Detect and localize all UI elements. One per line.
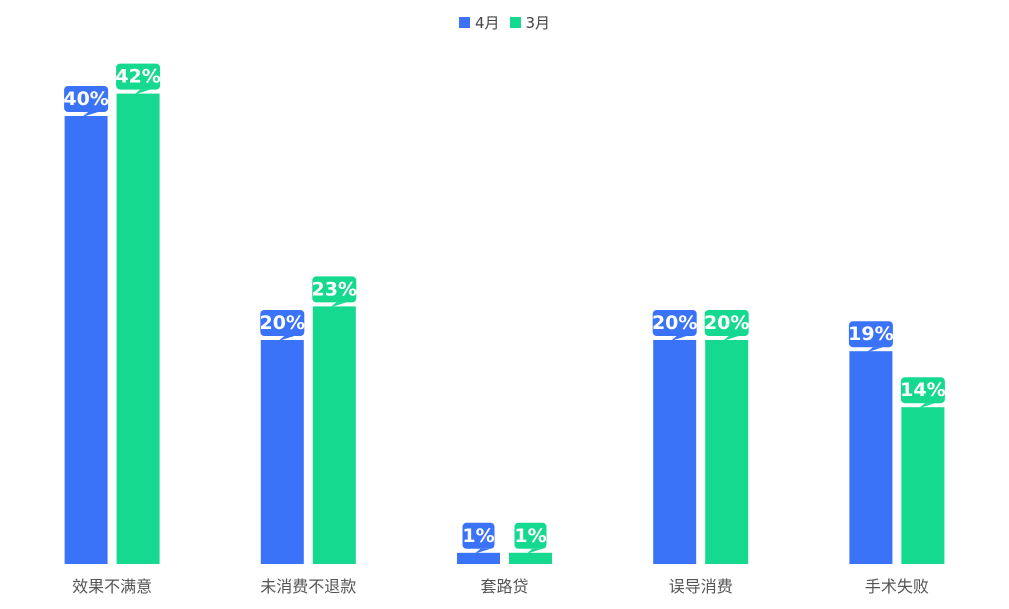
- bar-april-3[interactable]: [653, 340, 697, 564]
- bar-march-2[interactable]: [509, 552, 552, 564]
- data-label-april-1: 20%: [260, 310, 305, 341]
- svg-text:1%: 1%: [514, 525, 546, 547]
- bar-march-4[interactable]: [901, 407, 945, 564]
- bar-april-4[interactable]: [849, 351, 893, 564]
- bar-april-0[interactable]: [64, 116, 108, 564]
- data-label-march-3: 20%: [704, 310, 749, 341]
- bar-march-0[interactable]: [116, 93, 160, 564]
- svg-text:14%: 14%: [900, 379, 945, 401]
- data-label-april-3: 20%: [652, 310, 697, 341]
- svg-text:40%: 40%: [63, 88, 108, 110]
- bar-april-1[interactable]: [260, 340, 304, 564]
- data-label-march-4: 14%: [900, 377, 946, 409]
- category-label-3: 误导消费: [669, 577, 733, 596]
- legend-swatch-march: [509, 17, 521, 28]
- category-label-2: 套路贷: [480, 577, 528, 596]
- bar-march-3[interactable]: [705, 340, 749, 564]
- data-label-april-2: 1%: [462, 522, 495, 554]
- category-label-0: 效果不满意: [72, 577, 152, 596]
- legend-label-april: 4月: [474, 14, 500, 32]
- svg-text:20%: 20%: [260, 312, 305, 334]
- data-label-march-2: 1%: [514, 522, 547, 554]
- data-label-april-0: 40%: [63, 86, 109, 117]
- legend-item-april[interactable]: 4月: [458, 12, 500, 33]
- svg-text:1%: 1%: [462, 525, 494, 547]
- legend: 4月 3月: [0, 12, 1009, 33]
- category-label-4: 手术失败: [865, 577, 929, 596]
- svg-text:19%: 19%: [848, 323, 893, 345]
- svg-text:20%: 20%: [704, 312, 749, 334]
- data-label-april-4: 19%: [848, 321, 894, 353]
- bar-march-1[interactable]: [312, 306, 356, 564]
- svg-text:20%: 20%: [652, 312, 697, 334]
- legend-item-march[interactable]: 3月: [509, 12, 551, 33]
- category-label-1: 未消费不退款: [260, 577, 356, 596]
- svg-text:42%: 42%: [115, 66, 160, 88]
- svg-text:23%: 23%: [312, 278, 357, 300]
- data-label-march-1: 23%: [312, 276, 357, 308]
- legend-label-march: 3月: [525, 14, 551, 32]
- data-label-march-0: 42%: [115, 63, 161, 95]
- legend-swatch-april: [458, 17, 470, 28]
- bar-april-2[interactable]: [457, 552, 500, 564]
